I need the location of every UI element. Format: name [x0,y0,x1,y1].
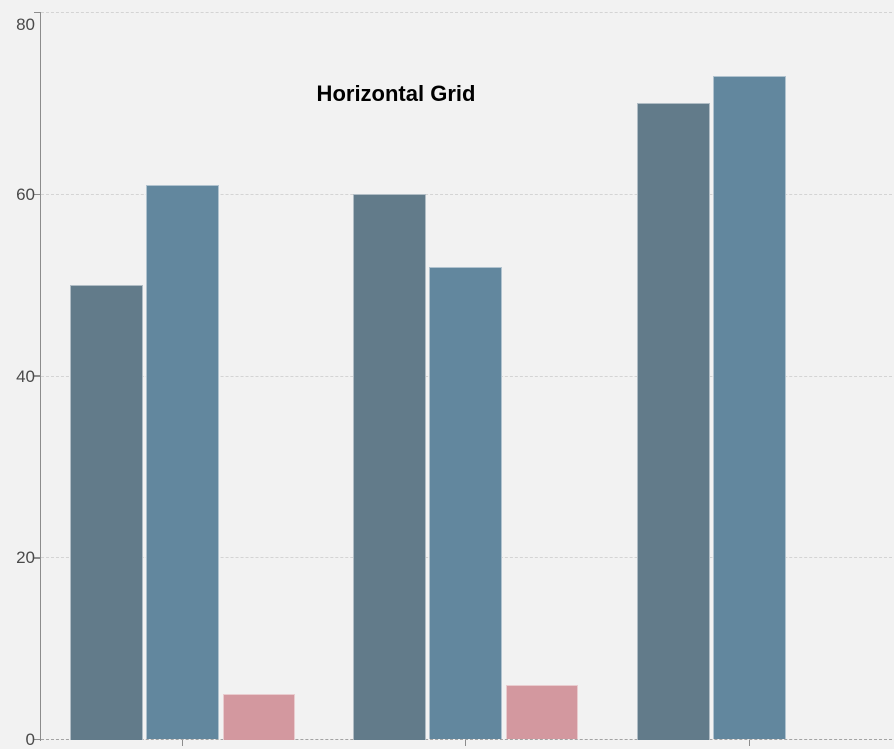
bar-series-3-pink-group-2 [505,684,579,740]
y-axis-tick [33,11,41,14]
bar-series-2-blue-gray-group-2 [429,266,502,740]
x-axis-tick [748,739,751,746]
y-tick-label: 80 [16,15,35,34]
bar-series-1-dark-slate-group-1 [70,285,143,740]
horizontal-gridline [41,193,892,195]
chart-title: Horizontal Grid [316,81,476,106]
bar-series-3-pink-group-1 [222,694,296,740]
x-axis-tick [464,739,467,746]
y-tick-label: 20 [16,548,35,568]
bar-series-1-dark-slate-group-2 [353,194,426,740]
x-axis-tick [181,739,184,746]
y-axis-tick [33,557,41,559]
bar-series-1-dark-slate-group-3 [637,103,710,740]
zero-gridline [41,739,892,740]
horizontal-gridline [41,12,892,13]
bar-series-2-blue-gray-group-3 [713,76,786,740]
y-axis-tick [33,738,41,741]
y-tick-label: 40 [16,366,35,386]
y-tick-label: 60 [16,184,35,204]
y-axis-tick [33,375,41,377]
y-tick-label: 0 [25,730,35,749]
bar-series-2-blue-gray-group-1 [146,185,219,740]
y-axis-tick [33,193,41,195]
